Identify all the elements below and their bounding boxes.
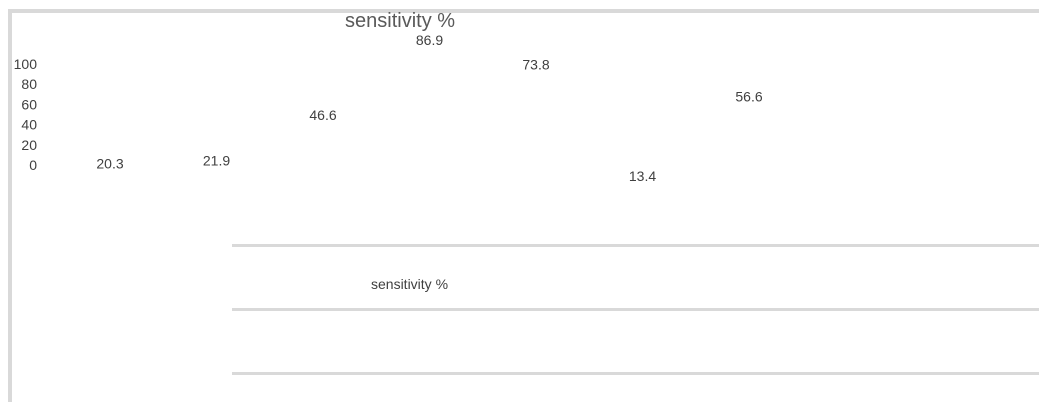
data-label: 21.9 <box>203 152 230 168</box>
legend-label: sensitivity % <box>371 276 448 292</box>
legend-rule-middle <box>232 308 1039 311</box>
data-label: 46.6 <box>309 107 336 123</box>
data-label: 20.3 <box>96 155 123 171</box>
data-label: 73.8 <box>522 56 549 72</box>
data-label: 86.9 <box>416 32 443 48</box>
y-axis-tick-label: 80 <box>21 76 37 92</box>
y-axis-tick-label: 100 <box>14 56 38 72</box>
legend-rule-top <box>232 244 1039 247</box>
data-label: 13.4 <box>629 168 656 184</box>
data-label: 56.6 <box>735 88 762 104</box>
y-axis-tick-label: 0 <box>29 157 37 173</box>
y-axis-tick-label: 40 <box>21 117 37 133</box>
legend-rule-bottom <box>232 372 1039 375</box>
y-axis-tick-label: 20 <box>21 137 37 153</box>
y-axis-tick-label: 60 <box>21 96 37 112</box>
